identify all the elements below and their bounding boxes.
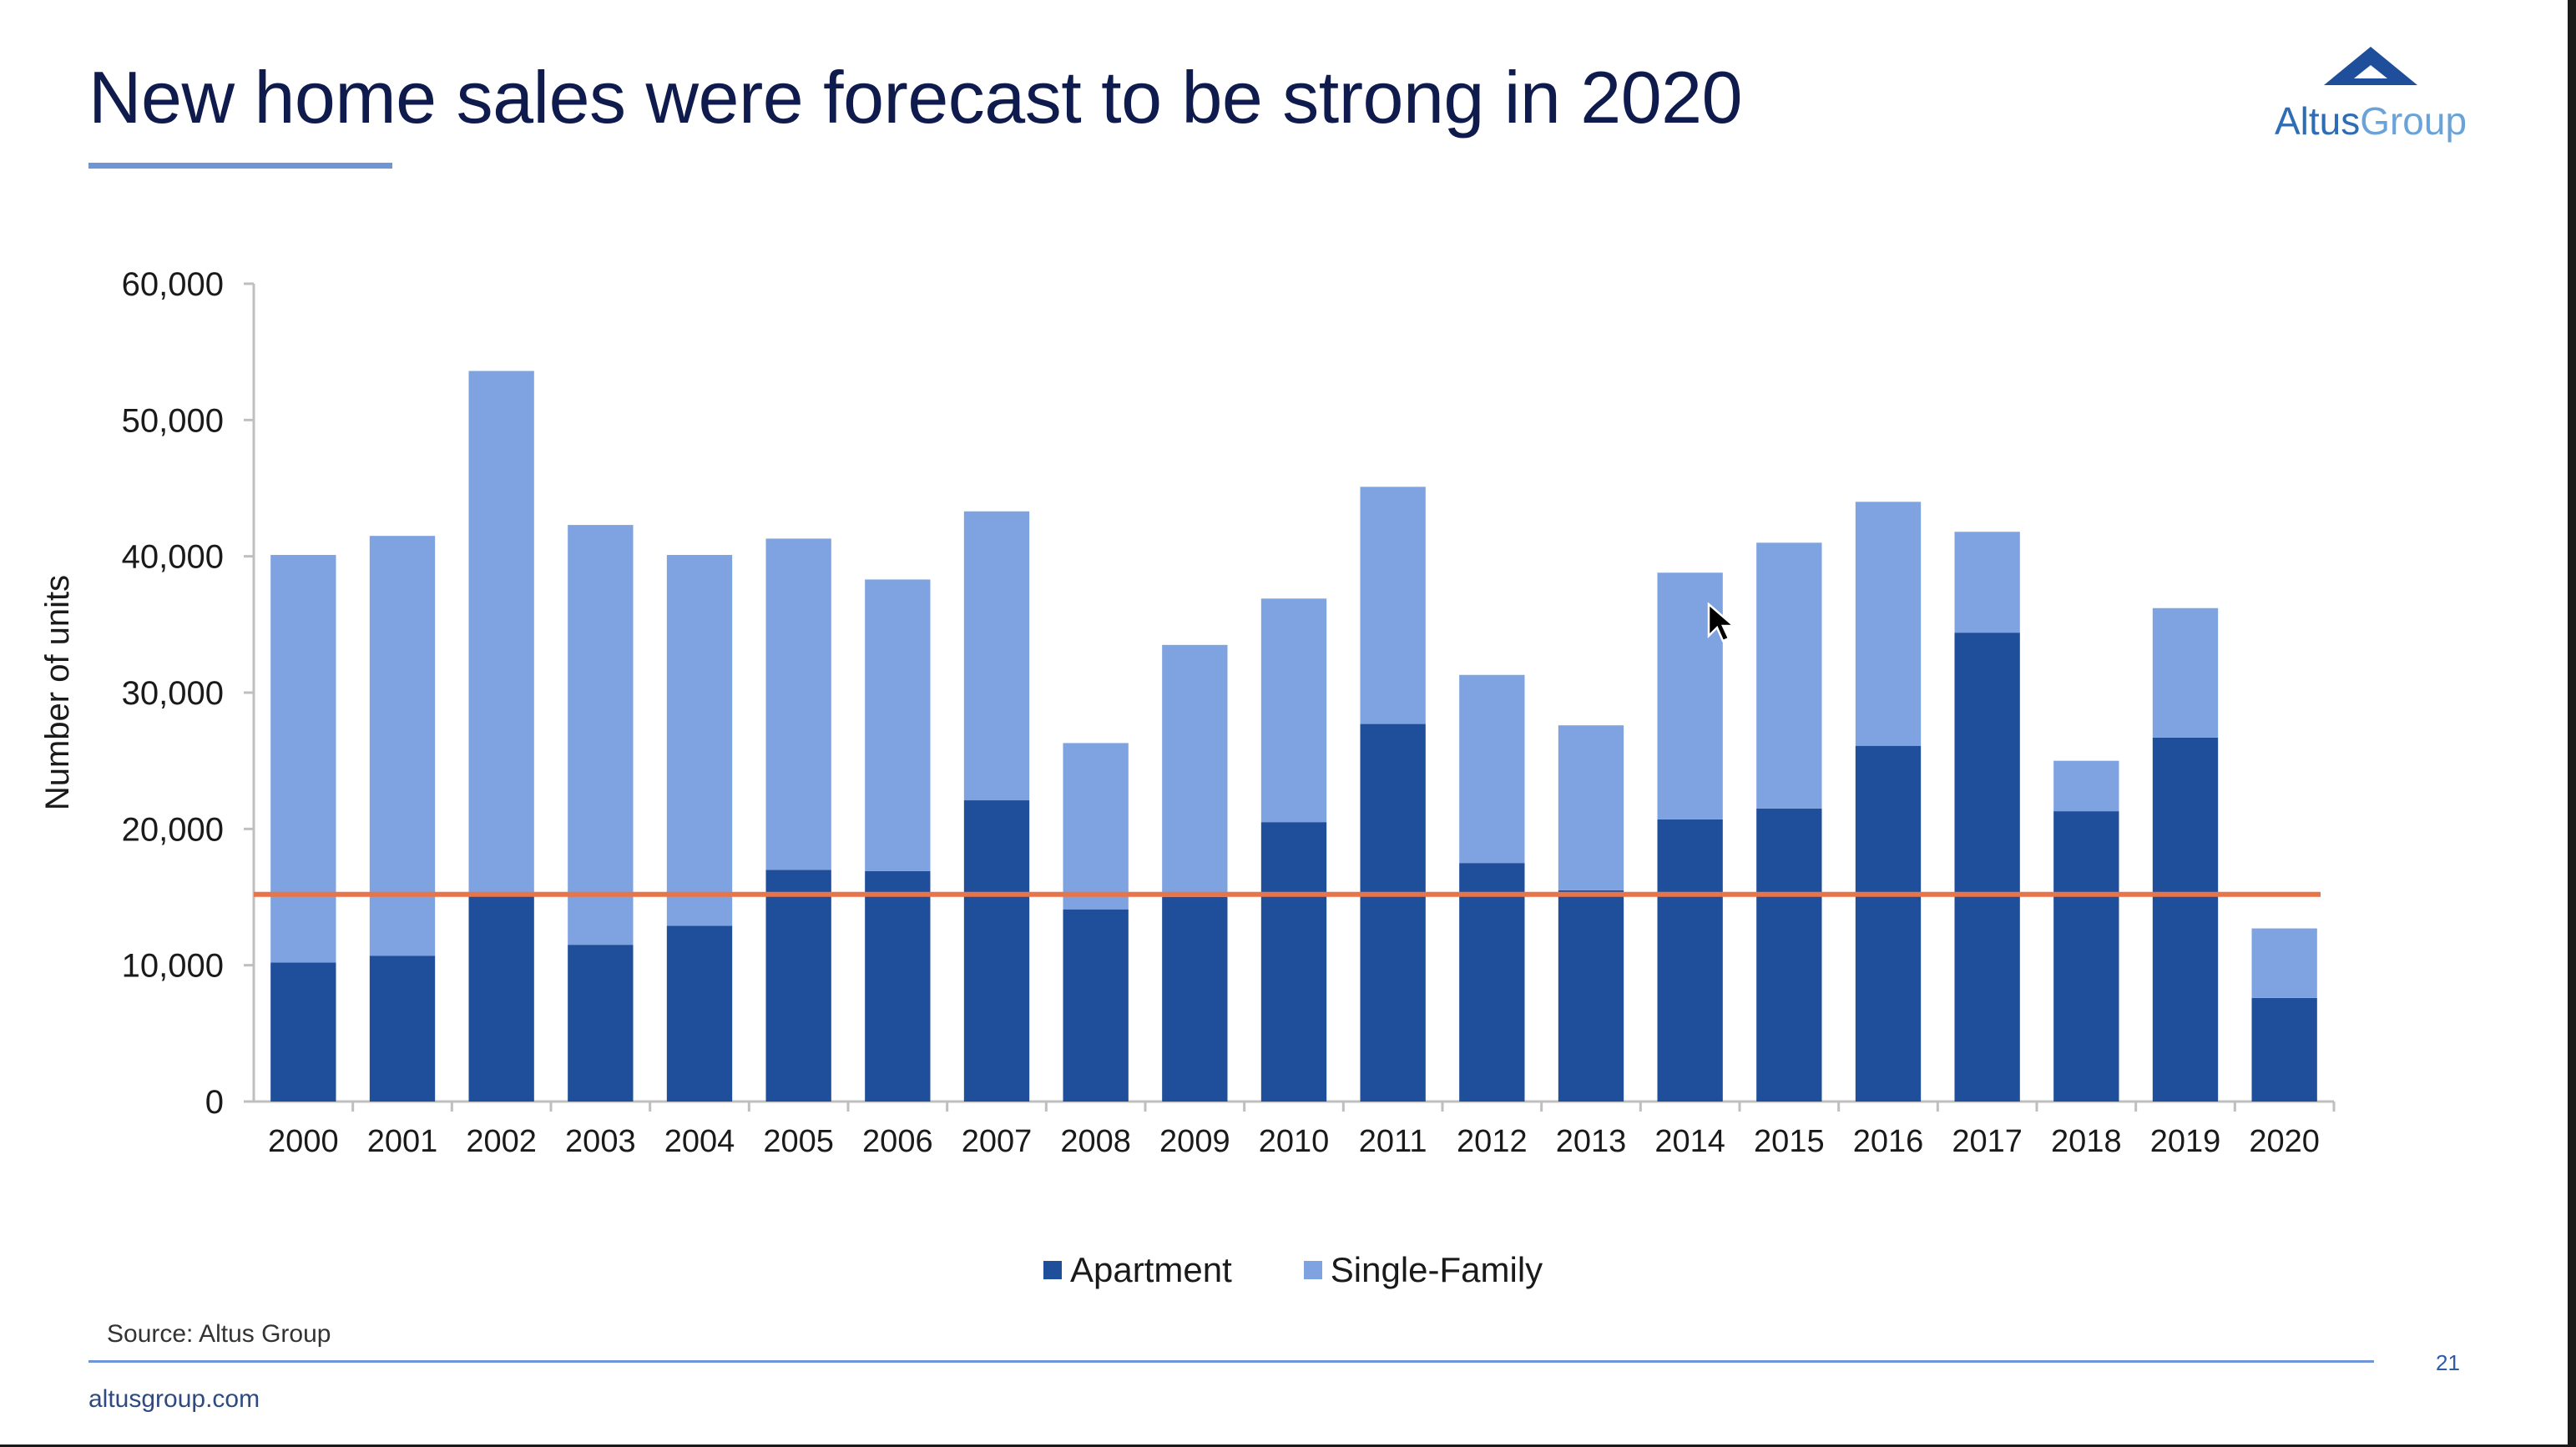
x-tick-label: 2018 — [2051, 1124, 2122, 1159]
source-note: Source: Altus Group — [107, 1320, 331, 1348]
bar-apartment — [2053, 811, 2119, 1102]
x-tick-label: 2011 — [1359, 1124, 1427, 1159]
x-tick-label: 2019 — [2150, 1124, 2221, 1159]
y-axis-title: Number of units — [39, 575, 76, 810]
footer-url: altusgroup.com — [88, 1385, 260, 1413]
x-tick-label: 2003 — [565, 1124, 636, 1159]
slide-title: New home sales were forecast to be stron… — [88, 56, 1743, 139]
bar-apartment — [865, 870, 931, 1102]
y-tick-label: 40,000 — [122, 539, 224, 576]
y-tick-label: 50,000 — [122, 402, 224, 439]
logo-primary: Altus — [2274, 99, 2361, 143]
y-tick-label: 30,000 — [122, 675, 224, 712]
mouse-cursor-icon — [1707, 602, 1737, 643]
legend-swatch-single-family — [1303, 1261, 1322, 1279]
y-tick-label: 20,000 — [122, 811, 224, 848]
bar-single-family — [1162, 644, 1228, 897]
bar-single-family — [2251, 928, 2317, 998]
x-tick-label: 2020 — [2249, 1124, 2320, 1159]
bar-apartment — [1360, 724, 1426, 1102]
x-tick-label: 2000 — [268, 1124, 339, 1159]
bar-single-family — [270, 555, 336, 963]
bar-apartment — [1657, 819, 1723, 1102]
bar-single-family — [568, 525, 634, 945]
x-tick-label: 2008 — [1060, 1124, 1131, 1159]
x-tick-label: 2012 — [1457, 1124, 1528, 1159]
bar-single-family — [865, 579, 931, 871]
bar-apartment — [963, 800, 1030, 1102]
x-tick-label: 2015 — [1754, 1124, 1825, 1159]
bar-single-family — [1260, 598, 1327, 823]
logo-secondary: Group — [2360, 99, 2467, 143]
legend-label-apartment: Apartment — [1070, 1250, 1232, 1289]
bar-single-family — [765, 538, 831, 870]
y-tick-label: 10,000 — [122, 948, 224, 985]
x-tick-label: 2006 — [862, 1124, 933, 1159]
x-tick-label: 2013 — [1556, 1124, 1627, 1159]
chart-labels: 0 10,000 20,000 30,000 40,000 50,000 60,000 Num… — [39, 266, 2320, 1159]
x-tick-label: 2010 — [1259, 1124, 1330, 1159]
chart-legend: Apartment Single-Family — [1043, 1247, 1614, 1293]
bar-single-family — [1459, 674, 1525, 864]
bar-single-family — [369, 536, 436, 956]
bar-apartment — [1162, 897, 1228, 1102]
y-tick-label: 0 — [205, 1084, 224, 1121]
x-tick-label: 2014 — [1654, 1124, 1725, 1159]
chart-bars — [270, 371, 2317, 1102]
x-tick-label: 2007 — [962, 1124, 1033, 1159]
bar-single-family — [1954, 532, 2020, 633]
bar-apartment — [765, 870, 831, 1102]
bar-apartment — [2251, 997, 2317, 1102]
bar-single-family — [2152, 608, 2219, 738]
logo-mountain-icon — [2324, 47, 2417, 85]
bar-single-family — [963, 511, 1030, 801]
footer-rule — [88, 1360, 2374, 1363]
legend-item-apartment: Apartment — [1043, 1250, 1232, 1290]
bar-apartment — [1063, 909, 1129, 1102]
x-tick-label: 2002 — [466, 1124, 537, 1159]
bar-apartment — [468, 895, 534, 1102]
bar-apartment — [270, 962, 336, 1102]
bar-single-family — [2053, 760, 2119, 812]
bar-single-family — [1063, 743, 1129, 910]
x-tick-label: 2001 — [367, 1124, 438, 1159]
bar-apartment — [1954, 633, 2020, 1102]
x-tick-label: 2009 — [1159, 1124, 1230, 1159]
x-tick-label: 2005 — [763, 1124, 834, 1159]
bar-single-family — [1558, 725, 1624, 890]
x-tick-label: 2017 — [1952, 1124, 2023, 1159]
bar-apartment — [568, 945, 634, 1102]
bar-single-family — [1360, 487, 1426, 724]
window-edge-bottom — [0, 1444, 2576, 1447]
x-tick-label: 2016 — [1853, 1124, 1924, 1159]
bar-single-family — [468, 371, 534, 896]
bar-apartment — [369, 955, 436, 1102]
bar-single-family — [666, 555, 733, 926]
legend-swatch-apartment — [1043, 1261, 1062, 1279]
page-number: 21 — [2436, 1350, 2460, 1375]
altus-group-logo: AltusGroup — [2245, 43, 2496, 152]
bar-single-family — [1756, 542, 1822, 809]
legend-label-single-family: Single-Family — [1330, 1250, 1543, 1289]
window-edge-right — [2568, 0, 2576, 1447]
title-underline — [88, 163, 392, 169]
x-tick-label: 2004 — [664, 1124, 735, 1159]
y-tick-label: 60,000 — [122, 266, 224, 303]
logo-wordmark: AltusGroup — [2245, 98, 2496, 144]
bar-apartment — [666, 925, 733, 1102]
bar-single-family — [1855, 502, 1922, 746]
bar-apartment — [1260, 822, 1327, 1102]
bar-apartment — [1459, 863, 1525, 1102]
bar-apartment — [2152, 737, 2219, 1102]
legend-item-single-family: Single-Family — [1303, 1250, 1543, 1290]
bar-apartment — [1756, 808, 1822, 1102]
bar-apartment — [1855, 745, 1922, 1102]
bar-apartment — [1558, 890, 1624, 1102]
